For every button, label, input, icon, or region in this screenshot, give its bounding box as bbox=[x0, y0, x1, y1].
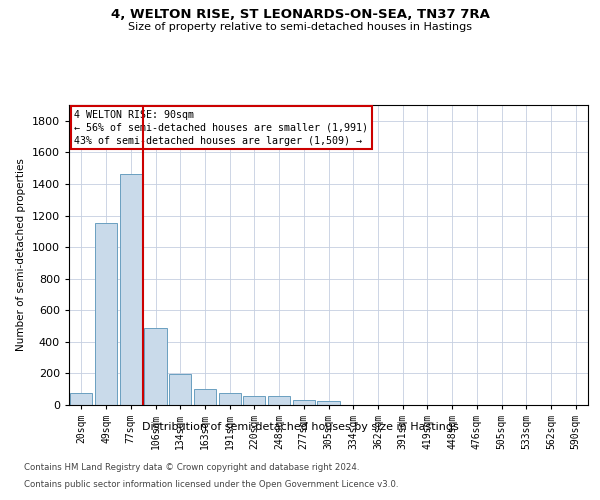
Bar bbox=[268, 396, 290, 405]
Text: Contains HM Land Registry data © Crown copyright and database right 2024.: Contains HM Land Registry data © Crown c… bbox=[24, 462, 359, 471]
Text: 4, WELTON RISE, ST LEONARDS-ON-SEA, TN37 7RA: 4, WELTON RISE, ST LEONARDS-ON-SEA, TN37… bbox=[110, 8, 490, 20]
Bar bbox=[95, 224, 117, 405]
Bar bbox=[218, 393, 241, 405]
Y-axis label: Number of semi-detached properties: Number of semi-detached properties bbox=[16, 158, 26, 352]
Bar bbox=[194, 389, 216, 405]
Text: 4 WELTON RISE: 90sqm
← 56% of semi-detached houses are smaller (1,991)
43% of se: 4 WELTON RISE: 90sqm ← 56% of semi-detac… bbox=[74, 110, 368, 146]
Text: Size of property relative to semi-detached houses in Hastings: Size of property relative to semi-detach… bbox=[128, 22, 472, 32]
Text: Distribution of semi-detached houses by size in Hastings: Distribution of semi-detached houses by … bbox=[142, 422, 458, 432]
Bar bbox=[145, 328, 167, 405]
Bar bbox=[293, 400, 315, 405]
Bar bbox=[119, 174, 142, 405]
Bar bbox=[243, 396, 265, 405]
Bar bbox=[70, 393, 92, 405]
Bar bbox=[169, 374, 191, 405]
Bar bbox=[317, 401, 340, 405]
Text: Contains public sector information licensed under the Open Government Licence v3: Contains public sector information licen… bbox=[24, 480, 398, 489]
